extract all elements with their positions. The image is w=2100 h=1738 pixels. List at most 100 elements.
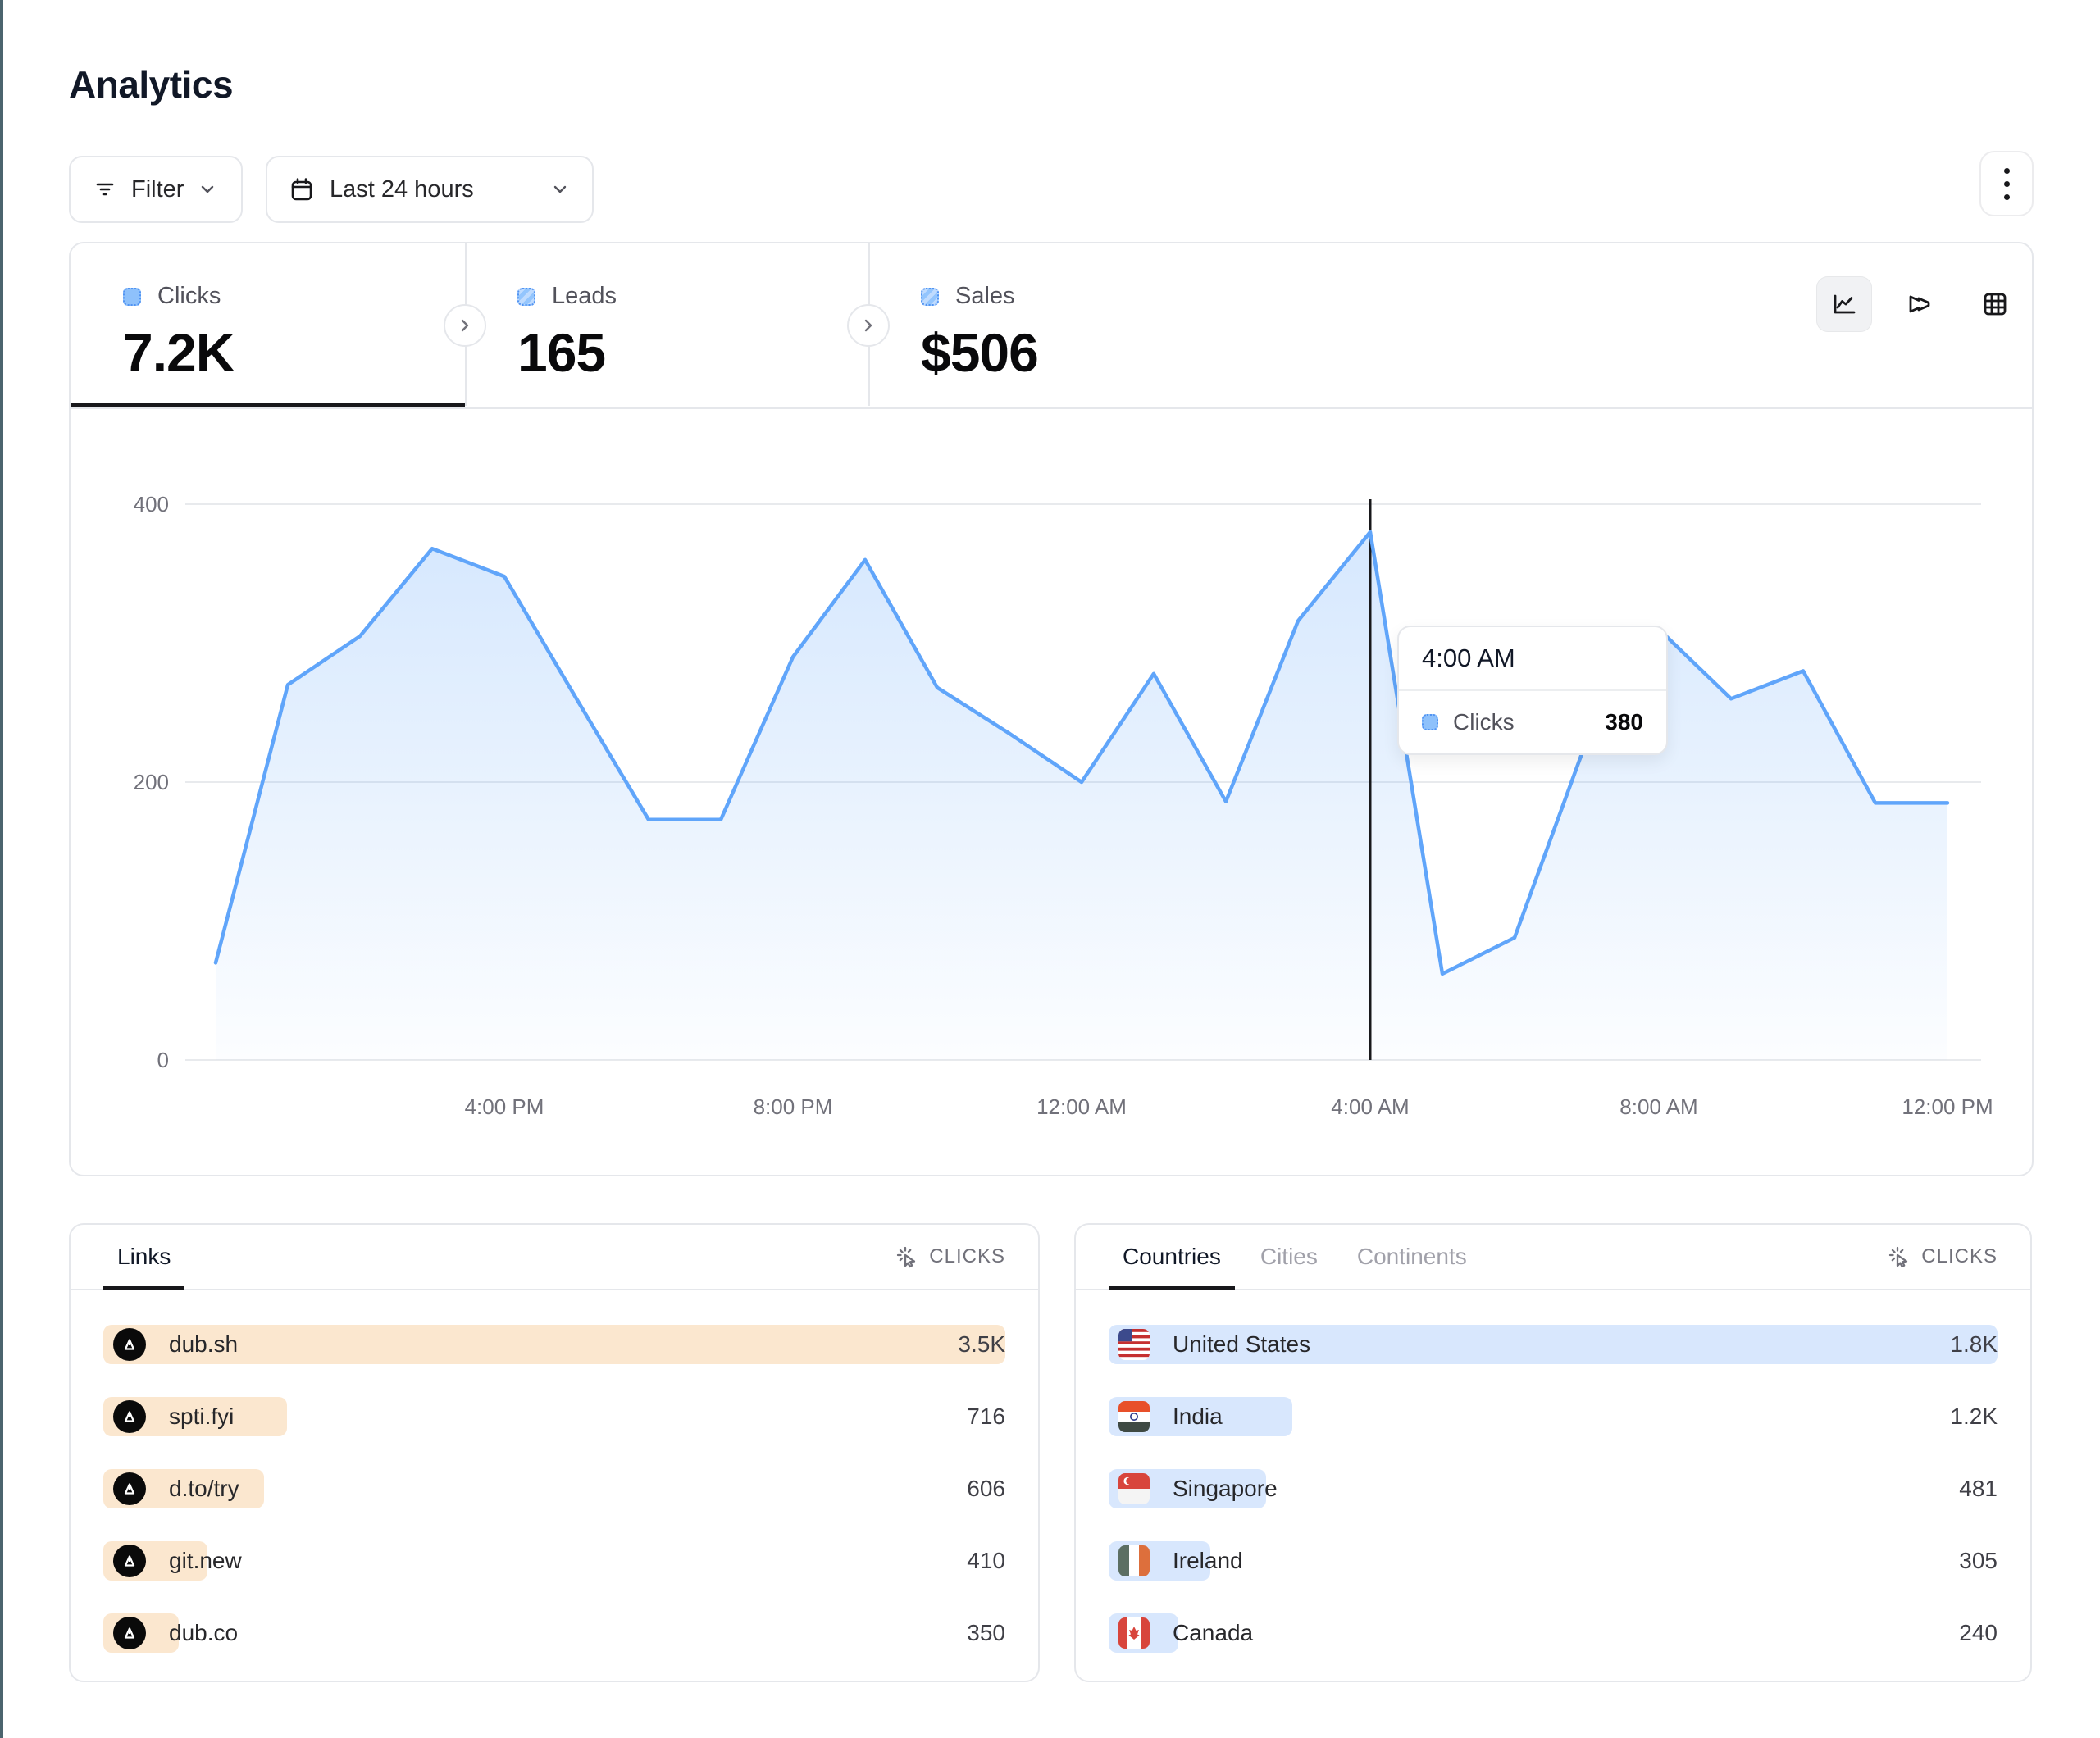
country-row[interactable]: Canada 240 bbox=[1109, 1613, 1998, 1653]
link-clicks-value: 606 bbox=[967, 1476, 1005, 1501]
chevron-down-icon bbox=[202, 185, 214, 193]
country-clicks-value: 305 bbox=[1959, 1548, 1998, 1573]
page-title: Analytics bbox=[69, 63, 234, 106]
country-label: Singapore bbox=[1173, 1476, 1278, 1501]
link-row[interactable]: git.new 410 bbox=[103, 1541, 1005, 1581]
clicks-time-series-chart[interactable]: 0 200 400 4:00 PM 8:00 PM 12:00 AM 4:00 AM 8:00… bbox=[71, 407, 2032, 1175]
flag-us-icon bbox=[1118, 1329, 1150, 1360]
countries-metric-header[interactable]: CLICKS bbox=[1887, 1225, 1998, 1289]
clicks-stat-label: Clicks bbox=[157, 283, 221, 309]
links-metric-header[interactable]: CLICKS bbox=[895, 1225, 1005, 1289]
chart-view-switcher bbox=[1816, 276, 2023, 332]
link-row[interactable]: dub.sh 3.5K bbox=[103, 1325, 1005, 1364]
country-clicks-value: 481 bbox=[1959, 1476, 1998, 1501]
country-label: United States bbox=[1173, 1331, 1311, 1357]
expand-leads-button[interactable] bbox=[847, 304, 890, 347]
filter-button-label: Filter bbox=[131, 175, 184, 202]
link-clicks-value: 350 bbox=[967, 1620, 1005, 1645]
link-label: git.new bbox=[169, 1548, 242, 1573]
clicks-chart-svg: 0 200 400 4:00 PM 8:00 PM 12:00 AM 4:00 AM 8:00… bbox=[134, 492, 1993, 1119]
svg-text:12:00 AM: 12:00 AM bbox=[1036, 1094, 1127, 1119]
country-label: Canada bbox=[1173, 1620, 1254, 1645]
countries-metric-label: CLICKS bbox=[1921, 1245, 1998, 1267]
date-range-label: Last 24 hours bbox=[330, 175, 474, 202]
clicks-stat-value: 7.2K bbox=[123, 322, 235, 383]
flag-sg-icon bbox=[1118, 1473, 1150, 1504]
leads-stat-label: Leads bbox=[552, 283, 617, 309]
cursor-click-icon bbox=[1889, 1246, 1908, 1268]
sales-stat-value: $506 bbox=[921, 322, 1039, 383]
country-clicks-value: 240 bbox=[1959, 1620, 1998, 1645]
link-label: spti.fyi bbox=[169, 1404, 235, 1429]
date-range-button[interactable]: Last 24 hours bbox=[266, 156, 594, 223]
filter-icon bbox=[96, 183, 114, 196]
country-row[interactable]: Ireland 305 bbox=[1109, 1541, 1998, 1581]
line-chart-icon bbox=[1834, 294, 1856, 314]
expand-clicks-button[interactable] bbox=[444, 304, 486, 347]
dub-logo-icon bbox=[113, 1400, 146, 1433]
links-panel: Links CLICKS dub.sh 3.5K bbox=[69, 1223, 1040, 1682]
tab-leads[interactable]: Leads 165 bbox=[465, 243, 868, 406]
clicks-legend-swatch bbox=[123, 287, 141, 306]
calendar-icon bbox=[291, 178, 312, 201]
flag-in-icon bbox=[1118, 1401, 1150, 1432]
svg-text:8:00 PM: 8:00 PM bbox=[754, 1094, 833, 1119]
funnel-chart-view-button[interactable] bbox=[1892, 276, 1947, 332]
link-row[interactable]: spti.fyi 716 bbox=[103, 1397, 1005, 1436]
kebab-icon bbox=[2003, 167, 2010, 174]
dub-logo-icon bbox=[113, 1617, 146, 1649]
chevron-right-icon bbox=[461, 319, 469, 332]
tab-links[interactable]: Links bbox=[103, 1225, 185, 1290]
link-row[interactable]: d.to/try 606 bbox=[103, 1469, 1005, 1508]
chart-axis-labels: 0 200 400 4:00 PM 8:00 PM 12:00 AM 4:00 AM 8:00… bbox=[134, 492, 1993, 1119]
countries-panel: Countries Cities Continents CLICKS bbox=[1074, 1223, 2032, 1682]
analytics-chart-card: Clicks 7.2K Leads 165 Sales bbox=[69, 242, 2034, 1176]
link-clicks-value: 3.5K bbox=[958, 1331, 1005, 1357]
svg-text:400: 400 bbox=[134, 492, 169, 516]
window-edge-strip bbox=[0, 0, 3, 1738]
tooltip-series-label: Clicks bbox=[1453, 709, 1515, 735]
svg-text:200: 200 bbox=[134, 770, 169, 794]
country-label: Ireland bbox=[1173, 1548, 1243, 1573]
country-row[interactable]: United States 1.8K bbox=[1109, 1325, 1998, 1364]
chevron-right-icon bbox=[864, 319, 872, 332]
leads-stat-value: 165 bbox=[517, 322, 606, 383]
sales-stat-label: Sales bbox=[955, 283, 1015, 309]
tab-sales[interactable]: Sales $506 bbox=[868, 243, 1272, 406]
countries-rows: United States 1.8K India 1.2K bbox=[1109, 1325, 1998, 1686]
svg-text:12:00 PM: 12:00 PM bbox=[1902, 1094, 1993, 1119]
links-metric-label: CLICKS bbox=[929, 1245, 1005, 1267]
flag-ca-icon bbox=[1118, 1617, 1150, 1649]
funnel-chart-icon bbox=[1909, 295, 1930, 313]
dub-logo-icon bbox=[113, 1545, 146, 1577]
tooltip-time: 4:00 AM bbox=[1399, 627, 1666, 691]
country-row[interactable]: Singapore 481 bbox=[1109, 1469, 1998, 1508]
table-view-button[interactable] bbox=[1967, 276, 2023, 332]
country-label: India bbox=[1173, 1404, 1223, 1429]
line-chart-view-button[interactable] bbox=[1816, 276, 1872, 332]
link-row[interactable]: dub.co 350 bbox=[103, 1613, 1005, 1653]
link-label: dub.co bbox=[169, 1620, 239, 1645]
svg-text:8:00 AM: 8:00 AM bbox=[1619, 1094, 1697, 1119]
countries-panel-header: Countries Cities Continents CLICKS bbox=[1076, 1225, 2030, 1290]
tab-continents[interactable]: Continents bbox=[1356, 1244, 1467, 1269]
flag-ie-icon bbox=[1118, 1545, 1150, 1576]
link-label: dub.sh bbox=[169, 1331, 239, 1357]
filter-button[interactable]: Filter bbox=[69, 156, 243, 223]
more-options-button[interactable] bbox=[1979, 151, 2034, 216]
dub-logo-icon bbox=[113, 1472, 146, 1505]
link-clicks-value: 716 bbox=[967, 1404, 1005, 1429]
links-rows: dub.sh 3.5K spti.fyi 716 bbox=[103, 1325, 1005, 1686]
tooltip-legend-swatch bbox=[1422, 714, 1438, 730]
dub-logo-icon bbox=[113, 1328, 146, 1361]
link-clicks-value: 410 bbox=[967, 1548, 1005, 1573]
link-label: d.to/try bbox=[169, 1476, 239, 1501]
country-clicks-value: 1.2K bbox=[1950, 1404, 1998, 1429]
country-clicks-value: 1.8K bbox=[1950, 1331, 1998, 1357]
country-row[interactable]: India 1.2K bbox=[1109, 1397, 1998, 1436]
tab-countries[interactable]: Countries bbox=[1109, 1225, 1235, 1290]
tab-cities[interactable]: Cities bbox=[1260, 1244, 1318, 1269]
tab-clicks[interactable]: Clicks 7.2K bbox=[71, 243, 465, 407]
chart-tooltip: 4:00 AM Clicks 380 bbox=[1397, 626, 1668, 755]
